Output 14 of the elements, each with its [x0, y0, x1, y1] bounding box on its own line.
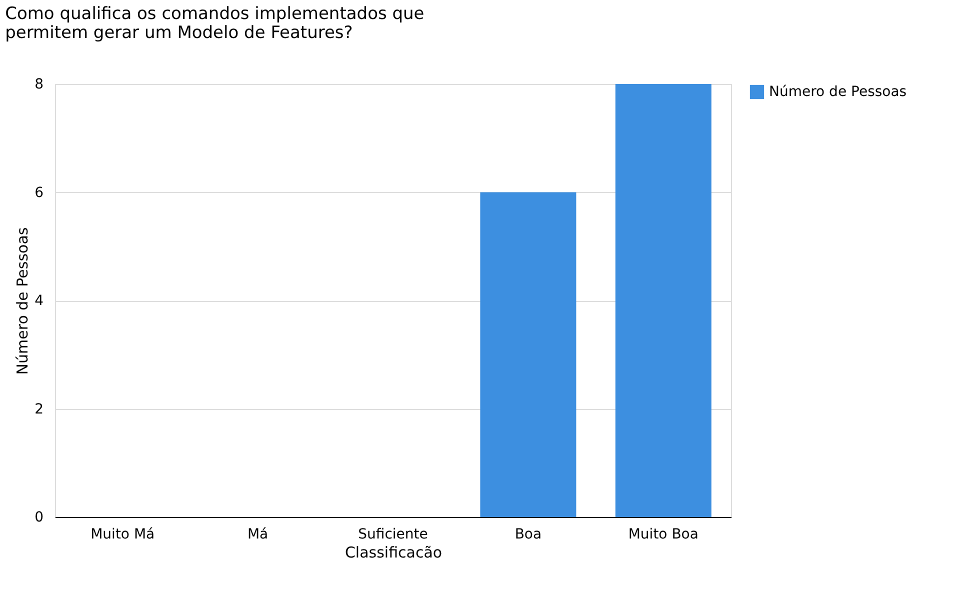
x-tick-label: Muito Boa — [628, 526, 698, 542]
y-tick-label: 4 — [34, 293, 44, 309]
x-tick-label: Suficiente — [358, 526, 428, 542]
x-axis-title: Classificacão — [344, 544, 442, 562]
y-tick-label: 6 — [34, 184, 44, 201]
y-axis-title: Número de Pessoas — [14, 227, 32, 375]
x-tick-label: Má — [247, 526, 268, 542]
y-tick-label: 0 — [34, 510, 44, 526]
y-tick-label: 2 — [34, 401, 44, 418]
x-tick-label: Boa — [514, 526, 542, 542]
legend-label: Número de Pessoas — [769, 84, 907, 100]
x-tick-label: Muito Má — [90, 526, 155, 542]
y-tick-label: 8 — [34, 76, 44, 92]
chart-title: Como qualifica os comandos implementados que permitem gerar um Modelo de Features? — [5, 4, 424, 43]
